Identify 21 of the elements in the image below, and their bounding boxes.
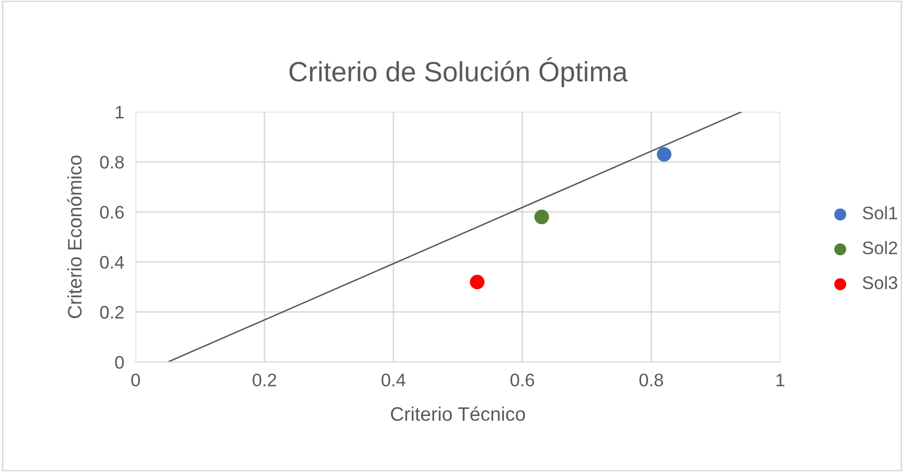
legend-label: Sol2	[862, 241, 898, 254]
point	[534, 210, 549, 224]
x-axis-title: Criterio Técnico	[390, 406, 525, 421]
x-tick-label: 0.2	[252, 374, 276, 386]
x-tick-label: 0	[131, 374, 140, 386]
y-tick-label: 1	[116, 106, 124, 118]
y-tick-label: 0	[115, 356, 124, 369]
legend-label: Sol3	[862, 276, 898, 290]
legend-label: Sol1	[862, 206, 898, 220]
x-tick-label: 0.8	[639, 374, 664, 386]
x-tick-label: 1	[776, 374, 784, 386]
y-axis-title: Criterio Económico	[67, 156, 82, 318]
x-tick-label: 0.4	[382, 374, 406, 386]
x-tick-label: 0.6	[510, 374, 534, 386]
y-tick-label: 0.2	[100, 306, 124, 319]
point	[656, 147, 672, 162]
y-tick-label: 0.8	[100, 156, 124, 169]
chart-title: Criterio de Solución Óptima	[289, 57, 628, 88]
point	[470, 274, 484, 290]
y-tick-label: 0.6	[100, 206, 124, 219]
y-tick-label: 0.4	[100, 256, 124, 269]
